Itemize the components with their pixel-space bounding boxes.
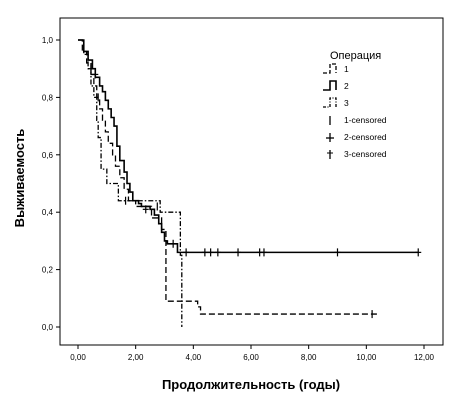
legend-entry-1: 1 <box>323 63 349 74</box>
y-tick-label: 0,6 <box>42 151 54 160</box>
series-layer <box>78 39 422 327</box>
legend-entry-3: 3 <box>323 97 349 108</box>
y-tick-label: 0,2 <box>42 266 54 275</box>
x-tick-label: 0,00 <box>70 353 86 362</box>
plot-frame <box>59 17 444 346</box>
censor-mark-2 <box>334 248 341 257</box>
x-tick-label: 8,00 <box>301 353 317 362</box>
legend-label: 3 <box>344 98 349 108</box>
series-line-3 <box>78 39 183 327</box>
legend-swatch <box>323 63 337 74</box>
legend-swatch <box>323 80 337 91</box>
y-ticks: 0,0 0,2 0,4 0,6 0,8 1,0 <box>42 36 60 332</box>
censor-mark-2 <box>214 248 221 257</box>
x-axis-title: Продолжительность (годы) <box>162 377 340 392</box>
legend-label: 2 <box>344 81 349 91</box>
censor-mark-2 <box>235 248 242 257</box>
legend: Операция 1 2 3 1-censored 2-censored 3-censore… <box>323 50 387 159</box>
legend-entry-1-censored: 1-censored <box>329 115 387 125</box>
censor-mark-2 <box>170 239 177 248</box>
censor-mark-2 <box>207 248 214 257</box>
legend-entry-2: 2 <box>323 80 349 91</box>
censor-mark-2 <box>260 248 267 257</box>
y-tick-label: 0,0 <box>42 323 54 332</box>
y-axis-title: Выживаемость <box>12 129 27 228</box>
legend-label: 2-censored <box>344 132 387 142</box>
y-tick-label: 0,4 <box>42 208 54 217</box>
legend-label: 1 <box>344 64 349 74</box>
x-tick-label: 12,00 <box>414 353 435 362</box>
x-tick-label: 10,00 <box>356 353 377 362</box>
x-tick-label: 2,00 <box>128 353 144 362</box>
legend-label: 1-censored <box>344 115 387 125</box>
y-tick-label: 1,0 <box>42 36 54 45</box>
censor-mark-2 <box>415 248 422 257</box>
x-ticks: 0,00 2,00 4,00 6,00 8,00 10,00 12,00 <box>70 345 435 362</box>
x-tick-label: 4,00 <box>186 353 202 362</box>
series-line-2 <box>78 39 419 254</box>
censor-mark-2 <box>201 248 208 257</box>
x-tick-label: 6,00 <box>243 353 259 362</box>
censor-mark-2 <box>142 205 149 214</box>
legend-title: Операция <box>330 50 381 62</box>
legend-swatch <box>323 97 337 108</box>
censor-mark-2 <box>183 248 190 257</box>
legend-entry-3-censored: 3-censored <box>327 149 387 159</box>
legend-entry-2-censored: 2-censored <box>326 132 387 142</box>
y-tick-label: 0,8 <box>42 93 54 102</box>
censor-mark-2 <box>92 70 99 79</box>
legend-label: 3-censored <box>344 149 387 159</box>
